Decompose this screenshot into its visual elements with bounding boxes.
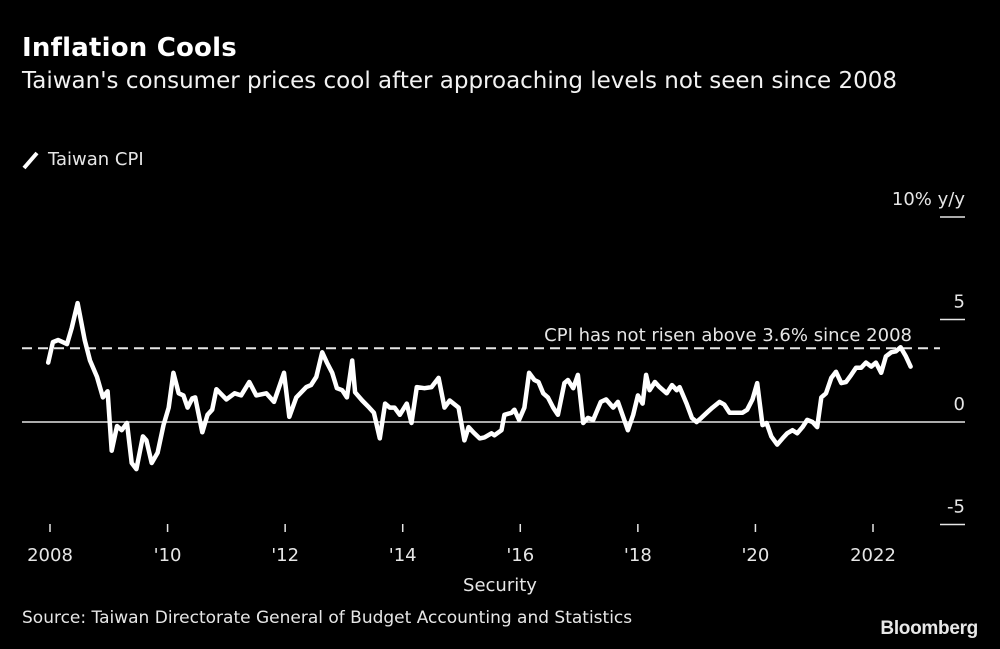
bloomberg-logo: Bloomberg [880, 618, 978, 639]
x-tick-label: '12 [271, 545, 299, 566]
reference-line-label: CPI has not risen above 3.6% since 2008 [544, 325, 912, 346]
y-tick-label: 5 [954, 292, 965, 313]
x-tick-label: '20 [741, 545, 769, 566]
series-line-taiwan-cpi [45, 300, 913, 472]
x-tick-label: 2008 [27, 545, 73, 566]
y-axis-gridmarks: 10% y/y 5 0 -5 [892, 189, 965, 526]
x-tick-label: 2022 [850, 545, 896, 566]
x-tick-label: '18 [624, 545, 652, 566]
x-tick-label: '14 [389, 545, 417, 566]
chart-title: Inflation Cools [22, 33, 237, 63]
chart-subtitle: Taiwan's consumer prices cool after appr… [22, 68, 897, 94]
y-tick-label: 0 [954, 394, 965, 415]
legend: Taiwan CPI [22, 148, 144, 170]
y-tick-label: 10% y/y [892, 189, 965, 210]
legend-line-icon [22, 151, 39, 170]
x-axis-title: Security [463, 575, 537, 596]
legend-label: Taiwan CPI [48, 148, 144, 170]
source-note: Source: Taiwan Directorate General of Bu… [22, 608, 633, 628]
x-tick-label: '16 [506, 545, 534, 566]
y-tick-label: -5 [947, 497, 965, 518]
x-tick-label: '10 [154, 545, 182, 566]
x-axis: 2008 '10 '12 '14 '16 '18 '20 2022 [27, 524, 896, 566]
